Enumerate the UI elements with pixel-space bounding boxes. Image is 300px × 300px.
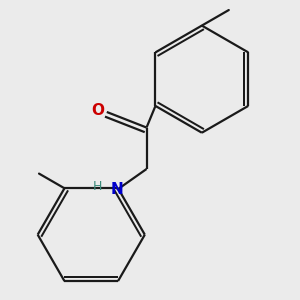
Text: O: O: [92, 103, 105, 118]
Text: H: H: [92, 181, 102, 194]
Text: N: N: [111, 182, 124, 197]
